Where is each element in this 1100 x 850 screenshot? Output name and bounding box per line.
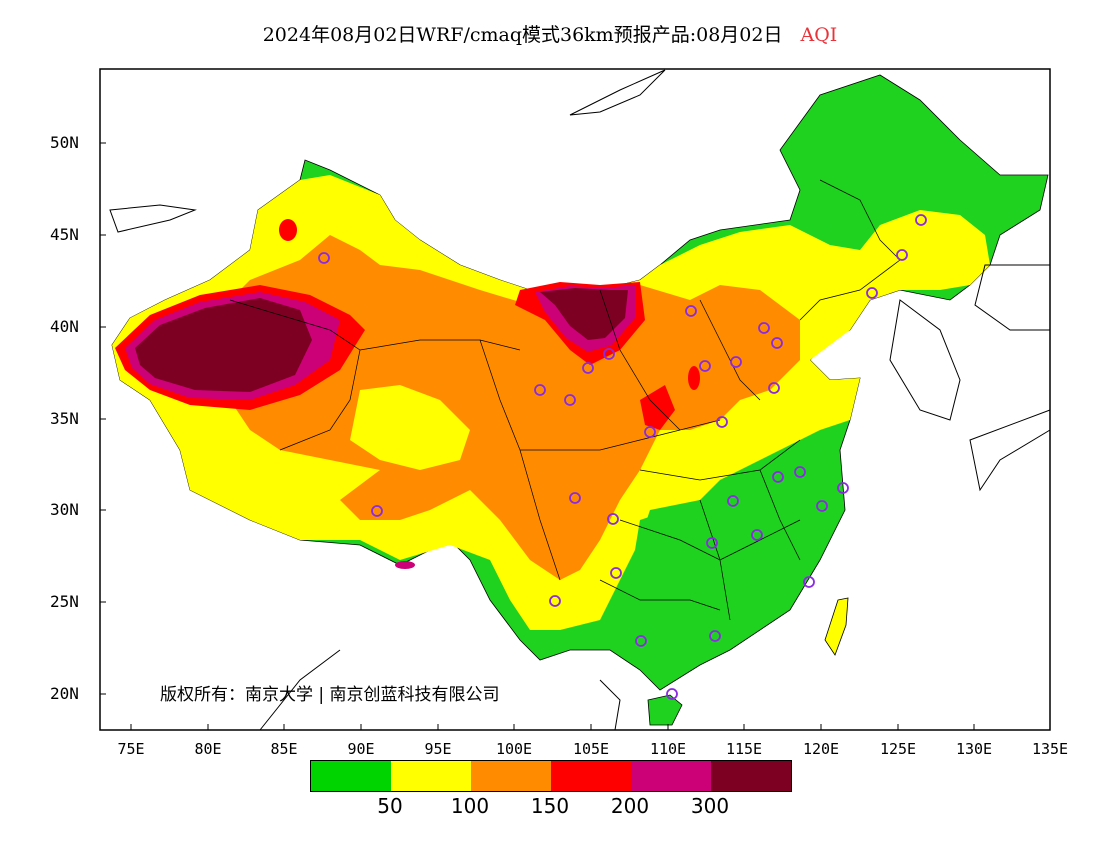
station-marker bbox=[730, 356, 742, 368]
coastline-korea bbox=[889, 299, 961, 421]
region-hainan bbox=[647, 694, 683, 726]
lat-label: 35N bbox=[50, 409, 79, 428]
station-marker bbox=[709, 630, 721, 642]
station-marker bbox=[685, 305, 697, 317]
station-marker bbox=[771, 337, 783, 349]
station-marker bbox=[635, 635, 647, 647]
legend-label: 50 bbox=[377, 794, 403, 818]
legend-label: 150 bbox=[530, 794, 570, 818]
lon-label: 110E bbox=[649, 740, 687, 758]
station-marker bbox=[772, 471, 784, 483]
station-marker bbox=[549, 595, 561, 607]
station-marker bbox=[666, 688, 678, 700]
region-yellow-plateau bbox=[350, 385, 470, 470]
lon-label: 90E bbox=[347, 740, 375, 758]
title-variable: AQI bbox=[800, 24, 838, 46]
province-borders bbox=[229, 179, 901, 621]
legend-swatch bbox=[711, 761, 791, 791]
lat-label: 25N bbox=[50, 592, 79, 611]
lon-label: 135E bbox=[1031, 740, 1069, 758]
legend-label: 200 bbox=[610, 794, 650, 818]
coastline-bay-of-bengal bbox=[259, 649, 341, 731]
legend-swatch bbox=[391, 761, 471, 791]
station-marker bbox=[644, 426, 656, 438]
lat-label: 30N bbox=[50, 500, 79, 519]
lon-label: 125E bbox=[879, 740, 917, 758]
station-marker bbox=[866, 287, 878, 299]
legend-swatch bbox=[551, 761, 631, 791]
lon-label: 85E bbox=[270, 740, 298, 758]
lon-label: 100E bbox=[495, 740, 533, 758]
station-marker bbox=[794, 466, 806, 478]
station-marker bbox=[915, 214, 927, 226]
lon-label: 115E bbox=[725, 740, 763, 758]
region-maroon-tarim bbox=[135, 298, 312, 392]
station-marker bbox=[699, 360, 711, 372]
station-marker bbox=[534, 384, 546, 396]
station-marker bbox=[607, 513, 619, 525]
legend-label: 300 bbox=[690, 794, 730, 818]
station-marker bbox=[727, 495, 739, 507]
lat-label: 40N bbox=[50, 317, 79, 336]
legend-swatch bbox=[471, 761, 551, 791]
station-marker bbox=[569, 492, 581, 504]
coastline-japan-sea bbox=[974, 264, 1051, 331]
region-taiwan bbox=[824, 597, 849, 656]
legend-swatch bbox=[631, 761, 711, 791]
title-main: 2024年08月02日WRF/cmaq模式36km预报产品:08月02日 bbox=[262, 24, 783, 46]
station-marker bbox=[610, 567, 622, 579]
region-maroon-alxa bbox=[540, 288, 628, 340]
coastline-vietnam bbox=[599, 679, 621, 731]
station-marker bbox=[768, 382, 780, 394]
copyright-text: 版权所有：南京大学 | 南京创蓝科技有限公司 bbox=[160, 685, 500, 705]
lat-label: 45N bbox=[50, 225, 79, 244]
red-patch-3 bbox=[688, 366, 700, 390]
station-marker bbox=[564, 394, 576, 406]
legend-colorbar bbox=[310, 760, 792, 792]
station-marker bbox=[706, 537, 718, 549]
station-marker bbox=[896, 249, 908, 261]
legend-swatch bbox=[311, 761, 391, 791]
map-title: 2024年08月02日WRF/cmaq模式36km预报产品:08月02日 AQI bbox=[0, 20, 1100, 47]
lat-label: 20N bbox=[50, 684, 79, 703]
lon-label: 75E bbox=[117, 740, 145, 758]
station-marker bbox=[603, 348, 615, 360]
lon-label: 105E bbox=[572, 740, 610, 758]
coastline-baikal bbox=[569, 69, 666, 116]
station-marker bbox=[371, 505, 383, 517]
legend-label: 100 bbox=[450, 794, 490, 818]
lon-label: 95E bbox=[424, 740, 452, 758]
lat-label: 50N bbox=[50, 133, 79, 152]
coastline-japan bbox=[969, 409, 1051, 492]
magenta-patch-1 bbox=[395, 561, 415, 569]
station-marker bbox=[816, 500, 828, 512]
coastline-balkhash bbox=[109, 204, 197, 233]
region-green-south bbox=[630, 440, 830, 640]
axis-ticks bbox=[100, 142, 1051, 730]
station-marker bbox=[837, 482, 849, 494]
lon-label: 120E bbox=[802, 740, 840, 758]
region-orange bbox=[230, 235, 800, 580]
station-marker bbox=[582, 362, 594, 374]
station-marker bbox=[803, 576, 815, 588]
red-patch-1 bbox=[279, 219, 297, 241]
station-marker bbox=[318, 252, 330, 264]
lon-label: 80E bbox=[194, 740, 222, 758]
station-markers bbox=[318, 214, 927, 700]
station-marker bbox=[758, 322, 770, 334]
station-marker bbox=[751, 529, 763, 541]
lon-label: 130E bbox=[955, 740, 993, 758]
station-marker bbox=[716, 416, 728, 428]
